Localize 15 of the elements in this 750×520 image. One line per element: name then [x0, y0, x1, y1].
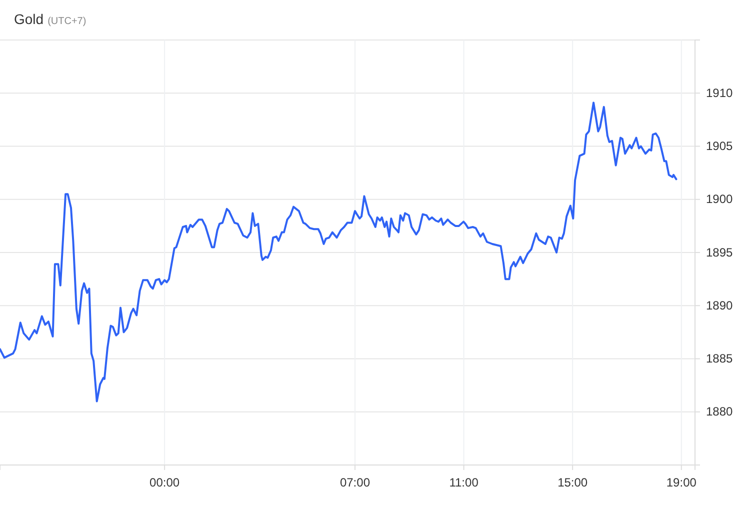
y-tick-label: 1880: [706, 404, 734, 419]
x-tick-label: 07:00: [340, 476, 370, 490]
y-tick-label: 1885: [706, 352, 734, 366]
chart-subtitle: (UTC+7): [48, 16, 86, 27]
y-tick-label: 1895: [706, 245, 734, 260]
y-tick-label: 1910: [706, 86, 734, 100]
chart-title: Gold: [14, 11, 44, 27]
y-tick-label: 1900: [706, 192, 734, 206]
x-tick-label: 11:00: [449, 476, 479, 490]
x-tick-label: 00:00: [150, 476, 180, 490]
y-tick-label: 1890: [706, 298, 734, 312]
x-tick-label: 15:00: [558, 476, 588, 490]
line-series: [0, 102, 678, 402]
y-tick-label: 1905: [706, 139, 734, 154]
x-tick-label: 19:00: [666, 476, 697, 490]
